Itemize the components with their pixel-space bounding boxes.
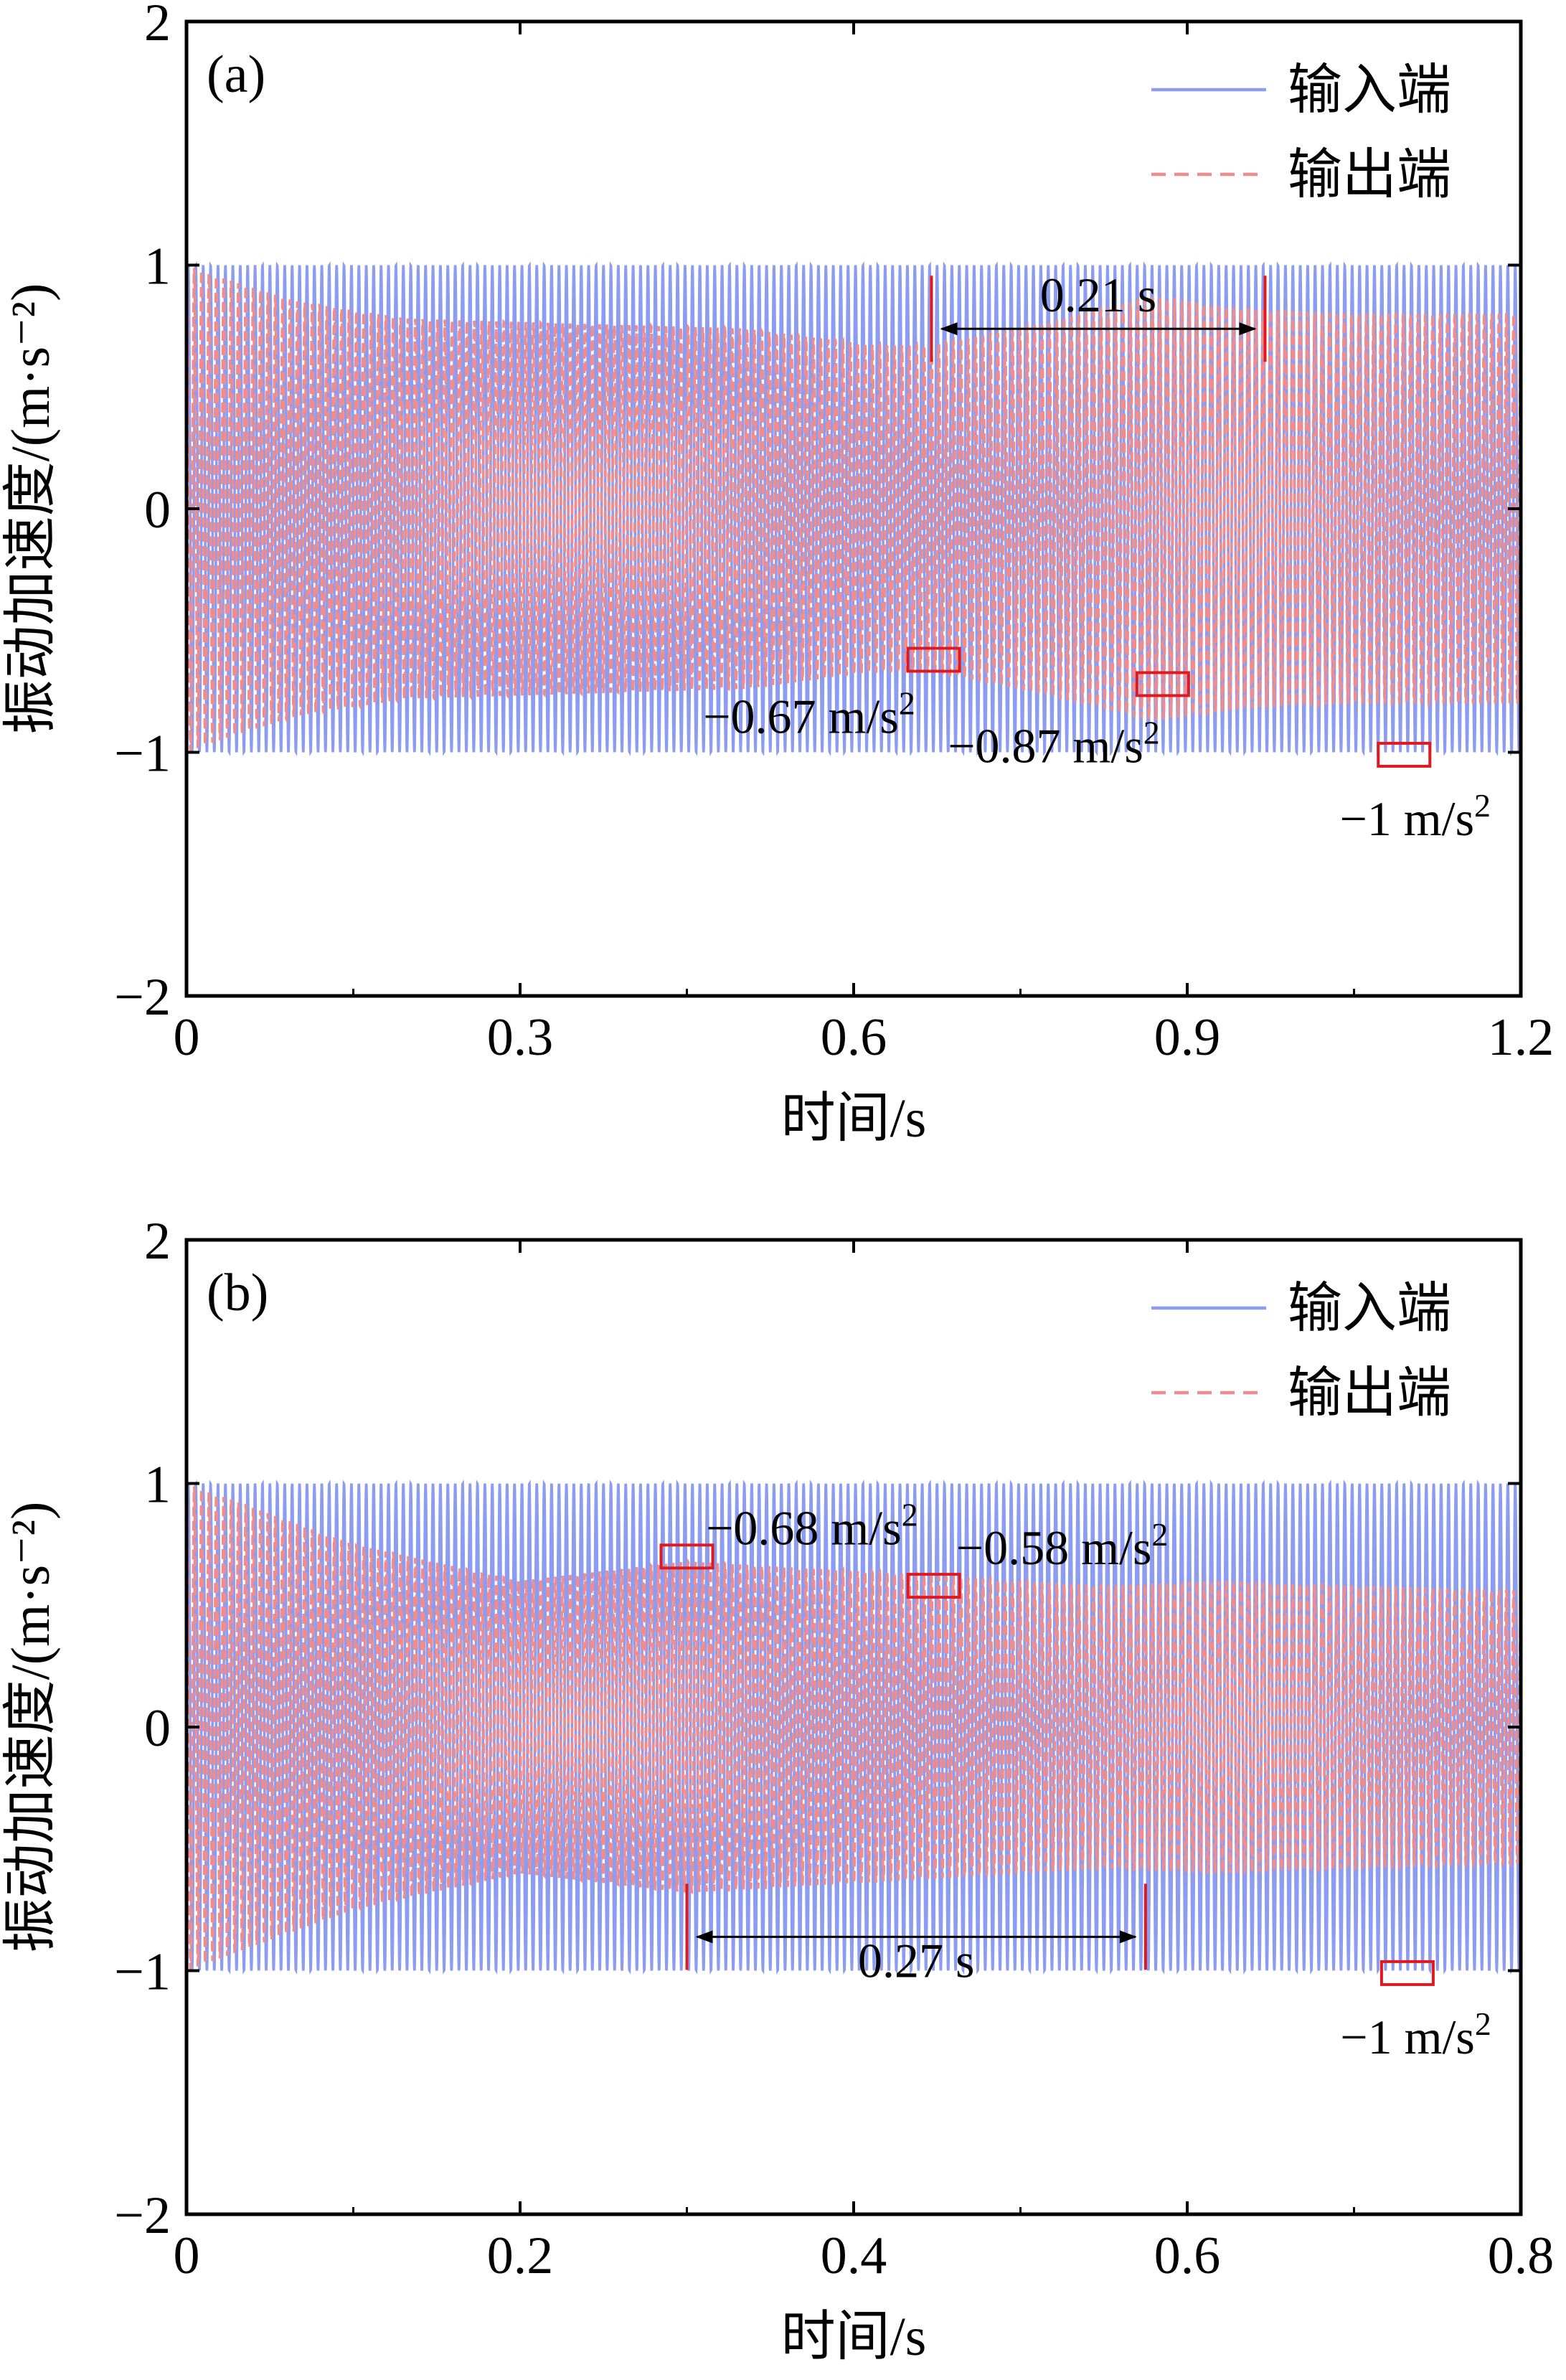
arrowhead	[1119, 1930, 1137, 1944]
x-tick-label: 0.6	[821, 1008, 887, 1067]
legend-label: 输出端	[1288, 145, 1451, 205]
y-tick-label: 1	[144, 237, 171, 296]
y-tick-label: −1	[114, 725, 171, 784]
interval-label: 0.27 s	[858, 1933, 974, 1988]
x-tick-label: 0.4	[821, 2226, 887, 2285]
y-tick-label: 2	[144, 1212, 171, 1271]
value-marker-box	[906, 1573, 961, 1599]
value-label: −1 m/s2	[1340, 2005, 1491, 2064]
value-marker-box	[1377, 741, 1432, 768]
arrowhead	[940, 322, 958, 336]
y-tick-label: 2	[144, 0, 171, 52]
series-group	[187, 1480, 1521, 1975]
x-axis-title: 时间/s	[781, 1088, 927, 1149]
x-tick-label: 0.3	[487, 1008, 554, 1067]
legend-label: 输入端	[1288, 60, 1451, 121]
panel-label: (a)	[207, 45, 265, 104]
x-tick-label: 0	[174, 2226, 200, 2285]
y-tick-label: 0	[144, 1699, 171, 1758]
y-tick-label: −2	[114, 968, 171, 1027]
interval-label: 0.21 s	[1040, 268, 1156, 322]
value-marker-box	[1379, 1960, 1435, 1986]
panel-label: (b)	[207, 1264, 268, 1322]
value-label: −0.68 m/s2	[706, 1497, 918, 1556]
series-line-input	[187, 1480, 1521, 1975]
value-label: −0.58 m/s2	[956, 1516, 1169, 1575]
x-tick-label: 0.9	[1154, 1008, 1221, 1067]
chart-panel-b: 0 0.2 0.4 0.6 0.8 −2 −1 0 1 2 时间/s 振动加速度/(m·s⁻²) (b)…	[1, 1212, 1554, 2367]
arrowhead	[695, 1930, 713, 1944]
value-marker-box	[1135, 671, 1190, 697]
value-marker-box	[906, 646, 961, 673]
y-tick-label: 1	[144, 1456, 171, 1515]
series-line-output	[187, 1483, 1521, 1970]
y-tick-label: −1	[114, 1943, 171, 2002]
x-tick-label: 0.6	[1154, 2226, 1221, 2285]
y-tick-label: −2	[114, 2186, 171, 2245]
series-line-output	[187, 265, 1521, 751]
value-label: −1 m/s2	[1339, 787, 1491, 846]
y-axis-title: 振动加速度/(m·s⁻²)	[1, 283, 61, 735]
value-marker-box	[659, 1543, 714, 1570]
x-axis-title: 时间/s	[781, 2307, 927, 2367]
y-tick-label: 0	[144, 481, 171, 540]
chart-panel-a: 0 0.3 0.6 0.9 1.2 −2 −1 0 1 2 时间/s 振动加速度/(m·s⁻²) (a)…	[1, 0, 1554, 1149]
arrowhead	[1239, 322, 1257, 336]
value-label: −0.87 m/s2	[948, 714, 1160, 773]
x-tick-label: 1.2	[1488, 1008, 1555, 1067]
legend-label: 输出端	[1288, 1363, 1451, 1424]
x-tick-label: 0.8	[1488, 2226, 1555, 2285]
x-tick-label: 0	[174, 1008, 200, 1067]
series-group	[187, 261, 1521, 756]
x-tick-label: 0.2	[487, 2226, 554, 2285]
y-axis-title: 振动加速度/(m·s⁻²)	[1, 1502, 61, 1953]
legend-label: 输入端	[1288, 1279, 1451, 1339]
value-label: −0.67 m/s2	[703, 685, 915, 744]
